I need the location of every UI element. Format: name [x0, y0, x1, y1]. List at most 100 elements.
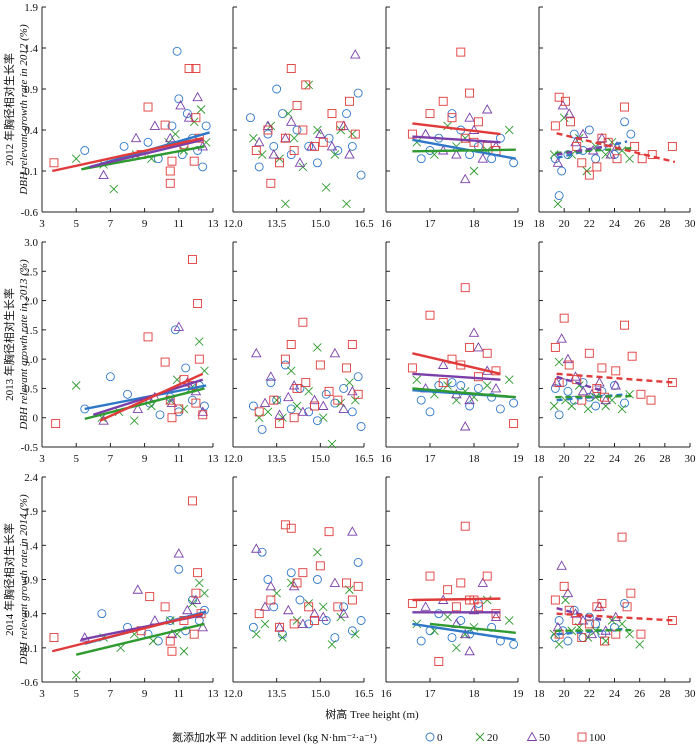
xtick-label-r2-c0-5: 13 — [208, 688, 220, 700]
xtick-label-r2-c2-0: 16 — [381, 688, 393, 700]
point-2014-c1-n0-5 — [286, 568, 296, 578]
point-2014-c1-n100-5 — [292, 578, 302, 588]
point-2013-c1-n50-4 — [283, 391, 294, 402]
point-2014-c1-n0-13 — [353, 557, 363, 567]
point-2013-c0-n0-10 — [170, 325, 180, 335]
point-2012-c0-n0-11 — [174, 94, 184, 104]
point-2013-c1-n0-1 — [257, 424, 267, 434]
point-2014-c2-n100-10 — [491, 609, 501, 619]
x-axis-label: 树高 Tree height (m) — [325, 707, 419, 721]
point-2013-c0-n100-9 — [194, 354, 204, 364]
point-2014-c2-n100-4 — [451, 602, 461, 612]
point-2012-c1-n0-4 — [272, 84, 282, 94]
xtick-label-r1-c1-1: 13.5 — [267, 453, 287, 465]
point-2013-c1-n50-7 — [309, 394, 320, 405]
point-2012-c3-n100-12 — [637, 154, 647, 164]
point-2013-c1-n0-12 — [347, 407, 357, 417]
xtick-label-r1-c2-2: 18 — [469, 453, 481, 465]
point-2012-c1-n0-11 — [333, 146, 343, 155]
legend-label-100: 100 — [589, 732, 606, 744]
xtick-label-r1-c2-3: 19 — [513, 453, 525, 465]
xtick-label-r0-c0-5: 13 — [208, 218, 220, 230]
xtick-label-r1-c1-0: 12.0 — [223, 453, 243, 465]
point-2012-c2-n50-2 — [451, 149, 462, 159]
point-2014-c3-n100-0 — [550, 595, 560, 605]
point-2012-c0-n50-2 — [149, 120, 161, 130]
point-2014-c1-n100-12 — [342, 578, 351, 588]
point-2012-c0-n100-4 — [165, 178, 175, 188]
point-2014-c3-n50-1 — [556, 560, 567, 570]
xtick-label-r1-c0-4: 11 — [174, 453, 185, 465]
point-2012-c1-n20-8 — [313, 125, 322, 135]
fit-line-2013-c0-n50 — [92, 378, 204, 416]
ytick-label-r2-6: 2.4 — [24, 472, 38, 484]
point-2013-c1-n0-7 — [304, 407, 314, 417]
point-2013-c0-n0-2 — [123, 389, 132, 399]
point-2014-c3-n100-7 — [592, 602, 602, 612]
point-2013-c1-n50-5 — [288, 380, 300, 390]
point-2014-c0-n50-7 — [197, 621, 209, 632]
fit-line-2014-c2-n0 — [412, 622, 516, 641]
point-2013-c2-n50-1 — [437, 359, 449, 369]
point-2013-c1-n0-14 — [356, 422, 366, 431]
point-2012-c0-n50-4 — [175, 99, 186, 110]
point-2014-c1-n50-0 — [251, 543, 262, 553]
point-2014-c1-n100-4 — [286, 523, 296, 533]
xtick-label-r1-c0-1: 5 — [73, 453, 79, 465]
point-2012-c1-n100-12 — [336, 121, 346, 131]
point-2014-c1-n50-11 — [347, 526, 358, 536]
point-2013-c0-n20-0 — [71, 381, 81, 390]
point-2014-c1-n50-7 — [309, 608, 320, 618]
point-2014-c3-n50-5 — [586, 628, 598, 639]
point-2013-c3-n0-10 — [584, 392, 594, 402]
point-2014-c2-n50-4 — [468, 604, 480, 615]
xtick-label-r0-c2-0: 16 — [381, 218, 393, 230]
point-2012-c1-n50-2 — [268, 149, 280, 159]
point-2012-c0-n0-4 — [172, 46, 182, 56]
point-2012-c0-n0-1 — [119, 141, 129, 151]
point-2012-c3-n100-3 — [566, 117, 575, 127]
xtick-label-r2-c1-3: 16.5 — [354, 688, 374, 700]
legend-label-50: 50 — [539, 732, 551, 744]
point-2012-c3-n100-10 — [620, 102, 630, 112]
point-2013-c0-n20-6 — [179, 404, 189, 414]
point-2012-c1-n100-6 — [292, 100, 302, 110]
point-2014-c2-n100-9 — [482, 571, 492, 581]
xtick-label-r1-c3-0: 18 — [534, 453, 546, 465]
point-2012-c1-n0-5 — [278, 109, 287, 119]
point-2014-c0-n20-6 — [179, 646, 189, 656]
ytick-label-r2-5: 1.9 — [24, 506, 38, 518]
point-2013-c3-n100-6 — [584, 348, 594, 358]
point-2014-c1-n50-9 — [329, 577, 341, 587]
point-2012-c2-n20-5 — [469, 166, 479, 176]
point-2014-c0-n50-2 — [149, 615, 161, 625]
xtick-label-r0-c1-2: 15.0 — [311, 218, 331, 230]
xtick-label-r0-c1-3: 16.5 — [354, 218, 374, 230]
legend-title: 氮添加水平 N addition level (kg N·hm⁻²·a⁻¹) — [172, 730, 377, 744]
point-2014-c1-n100-3 — [280, 520, 290, 530]
point-2014-c1-n20-4 — [286, 578, 296, 588]
xtick-label-r0-c0-2: 7 — [108, 218, 114, 230]
point-2013-c1-n100-7 — [301, 378, 311, 388]
point-2014-c3-n100-14 — [597, 598, 607, 608]
xtick-label-r2-c0-4: 11 — [174, 688, 185, 700]
point-2012-c2-n100-2 — [438, 96, 448, 106]
point-2013-c1-n0-10 — [330, 398, 340, 408]
point-2012-c3-n50-6 — [596, 132, 608, 143]
point-2012-c1-n20-13 — [348, 129, 357, 139]
point-2013-c3-n20-0 — [549, 401, 559, 411]
point-2013-c0-n50-4 — [173, 321, 185, 331]
point-2013-c2-n50-4 — [468, 327, 480, 337]
fit-line-2014-c3-n0 — [556, 627, 628, 636]
point-2014-c1-n0-12 — [347, 626, 357, 636]
point-2014-c2-n100-3 — [443, 585, 453, 595]
point-2014-c0-n100-2 — [145, 592, 155, 602]
point-2014-c3-n0-6 — [591, 619, 601, 629]
point-2014-c1-n20-6 — [304, 599, 314, 608]
point-2013-c3-n50-0 — [551, 377, 562, 387]
ytick-label-r0-1: -0.1 — [21, 166, 38, 178]
point-2013-c1-n50-6 — [297, 406, 309, 416]
point-2012-c3-n100-13 — [667, 141, 677, 151]
point-2014-c1-n0-11 — [339, 602, 349, 612]
point-2013-c3-n100-3 — [564, 360, 574, 370]
